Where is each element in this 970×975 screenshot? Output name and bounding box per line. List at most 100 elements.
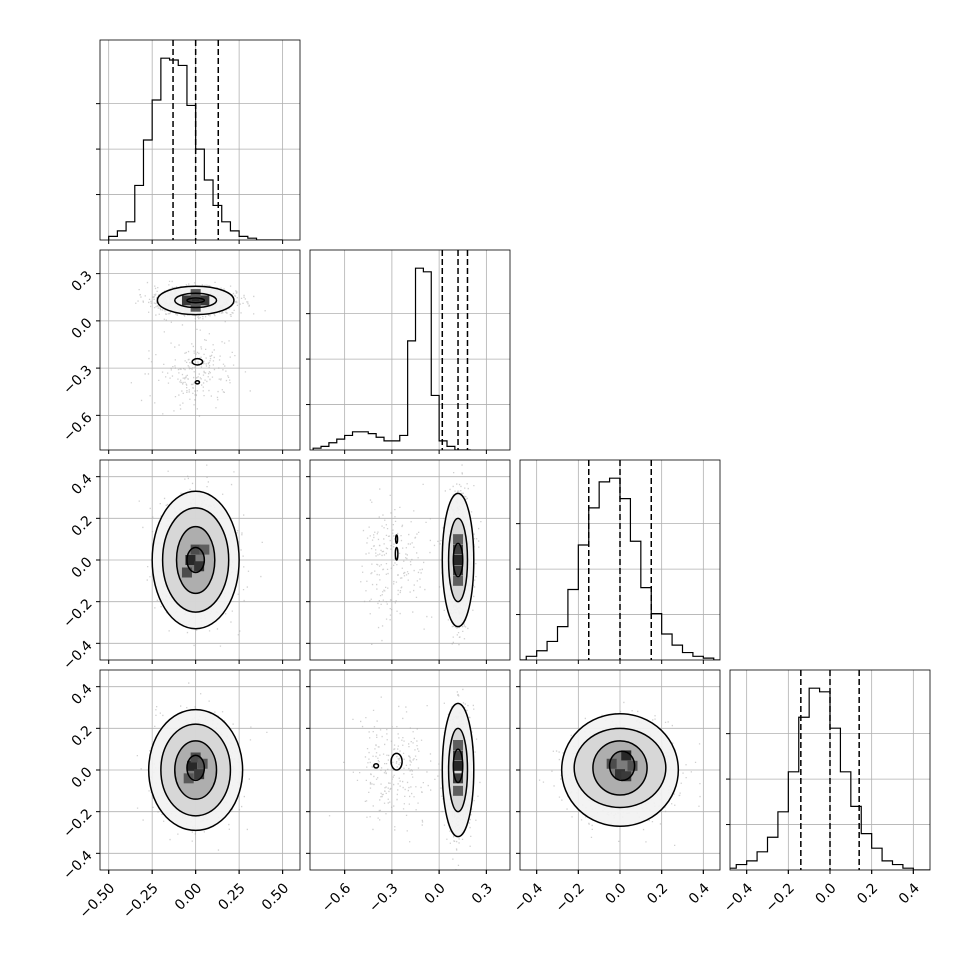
y-tick-label: 0.0	[69, 764, 96, 791]
y-tick-label: 0.4	[69, 471, 96, 498]
panel-frame	[99, 39, 301, 241]
hist-grid	[310, 250, 510, 450]
y-tick-label: −0.4	[60, 638, 95, 673]
scatter-panel-2-1	[309, 459, 511, 661]
contour-line	[156, 285, 235, 316]
y-axis-1: −0.6 −0.3 0.0 0.3	[60, 268, 100, 445]
density-bin	[187, 760, 198, 771]
panel-frame	[309, 249, 511, 451]
y-tick-label: 0.4	[69, 681, 96, 708]
density-bin	[190, 752, 201, 763]
y-axis-3: −0.4 −0.2 0.0 0.2 0.4	[60, 681, 100, 883]
scatter-panel-3-2	[519, 669, 721, 871]
y-tick-label: 0.0	[69, 554, 96, 581]
y-axis-2: −0.4 −0.2 0.0 0.2 0.4	[60, 471, 100, 673]
density-bin	[453, 544, 464, 555]
y-tick-label: −0.6	[60, 410, 95, 445]
histogram-step	[312, 267, 471, 450]
contour-line	[573, 727, 667, 809]
x-tick-label: −0.50	[77, 880, 119, 922]
contour-line	[592, 740, 648, 796]
contour-line	[373, 763, 380, 769]
panel-frame	[99, 249, 301, 451]
density-bin	[453, 773, 464, 784]
density-bin	[185, 555, 196, 565]
x-tick-label: 0.4	[896, 880, 923, 907]
density-bin	[606, 758, 617, 769]
panel-ticks-3-0	[108, 870, 284, 874]
y-tick-label: 0.0	[69, 315, 96, 342]
contour-line	[447, 517, 469, 603]
contour-line	[441, 492, 475, 628]
x-tick-label: −0.4	[721, 880, 756, 915]
contour-line	[160, 723, 232, 817]
hist-panel-0	[96, 39, 301, 241]
x-tick-label: −0.2	[763, 880, 798, 915]
density-bin	[194, 769, 205, 780]
panel-content	[520, 670, 720, 870]
x-axis-1: −0.6 −0.3 0.0 0.3	[319, 870, 496, 916]
density-bin	[621, 771, 632, 782]
y-tick-label: −0.2	[60, 806, 95, 841]
contour-line	[186, 297, 206, 304]
density-bin	[453, 555, 464, 565]
x-axis-2: −0.4 −0.2 0.0 0.2 0.4	[511, 870, 713, 916]
density-bin	[190, 289, 201, 300]
x-tick-label: −0.3	[366, 880, 401, 915]
y-tick-label: −0.2	[60, 596, 95, 631]
contour-line	[174, 740, 218, 800]
panel-ticks-1-0	[108, 450, 284, 454]
contour-line	[161, 507, 230, 613]
panel-content	[310, 460, 510, 660]
x-axis-0: −0.50 −0.25 0.00 0.25 0.50	[77, 870, 292, 922]
density-bin	[190, 295, 201, 306]
panel-content	[100, 670, 300, 870]
scatter-panel-1-0	[99, 249, 301, 451]
x-tick-label: −0.6	[319, 880, 354, 915]
hist-panel-1	[306, 249, 511, 451]
panel-ticks-0-0	[108, 240, 284, 244]
x-tick-label: −0.25	[120, 880, 162, 922]
panel-ticks-2-2	[536, 660, 704, 664]
density-bin	[197, 758, 208, 769]
density-bin	[199, 544, 210, 555]
x-tick-label: −0.4	[511, 880, 546, 915]
density-bin	[453, 575, 464, 586]
density-bin	[453, 565, 464, 576]
y-tick-label: 0.2	[69, 513, 96, 540]
x-tick-label: −0.2	[553, 880, 588, 915]
density-bin	[627, 760, 638, 771]
contour-line	[151, 490, 240, 630]
x-tick-label: 0.2	[644, 880, 671, 907]
density-bin	[181, 567, 192, 578]
scatter-panel-3-1	[309, 669, 511, 871]
panel-ticks-3-3	[746, 870, 914, 874]
panel-ticks-1-1	[344, 450, 487, 454]
contour-line	[186, 754, 206, 782]
contour-line	[394, 546, 399, 561]
contour-line	[441, 702, 475, 838]
contour-line	[174, 292, 218, 309]
y-tick-label: 0.2	[69, 723, 96, 750]
contour-line	[147, 708, 244, 832]
contour-line	[452, 748, 464, 784]
x-tick-label: 0.4	[686, 880, 713, 907]
x-tick-label: 0.50	[259, 880, 292, 913]
x-tick-label: 0.2	[854, 880, 881, 907]
contour-line	[394, 534, 399, 545]
x-tick-label: 0.3	[469, 880, 496, 907]
x-tick-label: 0.0	[422, 880, 449, 907]
scatter-panel-2-0	[99, 459, 301, 661]
y-tick-label: 0.3	[69, 268, 96, 295]
scatter-points	[360, 464, 482, 646]
density-bin	[183, 773, 194, 784]
x-tick-label: 0.00	[172, 880, 205, 913]
contour-line	[186, 546, 206, 574]
contour-line	[194, 379, 201, 385]
y-tick-label: −0.3	[60, 362, 95, 397]
contour-line	[447, 727, 469, 813]
x-tick-label: 0.25	[215, 880, 248, 913]
density-bin	[453, 740, 464, 750]
contour-line	[560, 713, 680, 827]
